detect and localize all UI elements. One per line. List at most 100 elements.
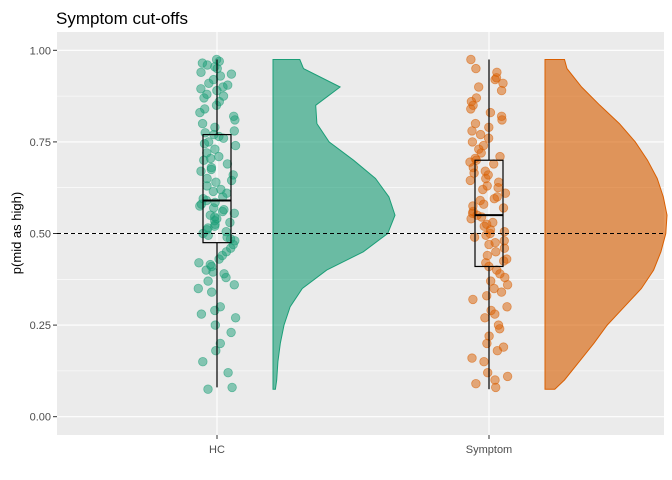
data-point xyxy=(491,247,501,257)
data-point xyxy=(490,309,500,319)
chart-title: Symptom cut-offs xyxy=(56,9,188,28)
data-point xyxy=(482,338,492,349)
data-point xyxy=(481,230,491,241)
data-point xyxy=(496,287,507,297)
data-point xyxy=(491,382,501,393)
data-point xyxy=(196,84,206,94)
data-point xyxy=(480,313,490,323)
data-point xyxy=(217,206,228,217)
data-point xyxy=(206,287,217,297)
data-point xyxy=(229,280,240,290)
data-point xyxy=(215,338,226,349)
data-point xyxy=(198,357,208,367)
data-point xyxy=(467,126,477,136)
y-tick-label: 0.00 xyxy=(30,412,51,424)
data-point xyxy=(499,243,510,253)
data-point xyxy=(468,294,478,305)
y-tick-label: 0.25 xyxy=(30,320,51,332)
data-point xyxy=(210,320,221,330)
data-point xyxy=(195,201,205,211)
data-point xyxy=(227,382,237,393)
data-point xyxy=(490,74,500,85)
data-point xyxy=(495,151,505,162)
data-point xyxy=(502,302,512,312)
y-axis-title: p(mid as high) xyxy=(9,192,24,274)
data-point xyxy=(214,254,224,264)
data-point xyxy=(230,140,241,151)
box-iqr xyxy=(474,159,504,268)
data-point xyxy=(497,115,507,125)
data-point xyxy=(483,368,493,378)
data-point xyxy=(199,93,209,103)
data-point xyxy=(469,168,479,178)
data-point xyxy=(229,208,240,219)
data-point xyxy=(489,159,499,169)
data-point xyxy=(218,133,229,143)
data-point xyxy=(466,104,476,114)
data-point xyxy=(230,313,241,323)
data-point xyxy=(208,186,219,197)
data-point xyxy=(500,188,511,198)
box-layer xyxy=(202,59,504,390)
data-point xyxy=(211,346,221,356)
points-layer xyxy=(193,54,513,394)
data-point xyxy=(193,283,204,294)
box-iqr xyxy=(202,133,232,244)
y-tick-label: 1.00 xyxy=(30,45,51,57)
density-hc xyxy=(272,58,396,390)
data-point xyxy=(484,239,494,250)
data-point xyxy=(499,226,510,237)
data-point xyxy=(210,144,220,154)
x-tick-label: Symptom xyxy=(466,444,512,456)
data-point xyxy=(467,353,477,363)
data-point xyxy=(226,175,237,186)
data-point xyxy=(471,63,481,74)
data-point xyxy=(467,137,478,147)
data-point xyxy=(476,212,487,222)
data-point xyxy=(204,78,214,89)
density-symptom xyxy=(544,58,668,390)
data-point xyxy=(466,54,476,65)
data-point xyxy=(226,327,236,338)
data-point xyxy=(466,214,476,224)
data-point xyxy=(475,129,486,140)
data-point xyxy=(502,371,513,382)
data-point xyxy=(230,115,240,125)
x-axis: HC Symptom xyxy=(209,435,512,456)
data-point xyxy=(203,230,214,241)
data-point xyxy=(196,166,206,176)
data-point xyxy=(196,67,206,78)
data-point xyxy=(495,324,505,334)
data-point xyxy=(479,357,489,367)
data-point xyxy=(479,199,489,209)
x-tick-label: HC xyxy=(209,444,225,456)
data-point xyxy=(474,82,484,92)
data-point xyxy=(482,291,492,301)
data-point xyxy=(214,151,224,162)
data-point xyxy=(478,184,488,195)
data-point xyxy=(492,346,503,356)
data-point xyxy=(223,368,233,378)
y-axis: 0.00 0.25 0.50 0.75 1.00 xyxy=(30,45,57,424)
density-shape xyxy=(272,58,396,390)
boxplot-symptom xyxy=(474,59,504,390)
boxplot-hc xyxy=(202,59,232,388)
data-point xyxy=(200,128,210,138)
y-tick-label: 0.50 xyxy=(30,229,51,241)
data-point xyxy=(203,276,213,286)
data-point xyxy=(199,155,209,165)
data-point xyxy=(485,107,496,118)
data-point xyxy=(195,107,205,118)
data-point xyxy=(197,118,208,129)
data-point xyxy=(496,85,507,96)
data-point xyxy=(203,384,213,394)
data-point xyxy=(489,193,500,204)
data-point xyxy=(210,305,220,316)
data-point xyxy=(206,164,217,175)
data-point xyxy=(196,309,207,319)
density-shape xyxy=(544,58,668,390)
data-point xyxy=(211,177,221,187)
data-point xyxy=(226,69,237,79)
data-point xyxy=(471,379,481,389)
